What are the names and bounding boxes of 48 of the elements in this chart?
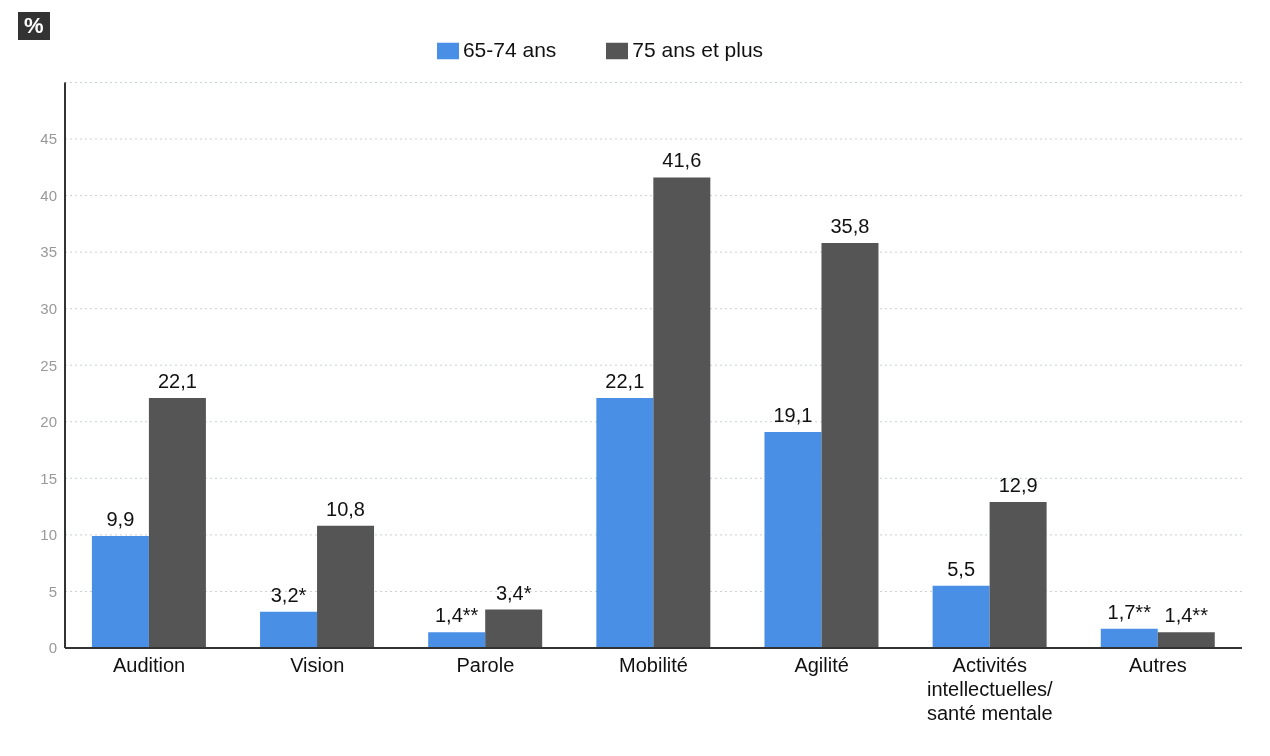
legend-label: 75 ans et plus [632, 38, 764, 61]
bar [91, 536, 149, 648]
data-label: 12,9 [998, 474, 1038, 497]
bar [148, 398, 206, 648]
data-label: 10,8 [326, 497, 366, 520]
y-tick-label: 30 [40, 300, 57, 317]
y-tick-label: 25 [40, 356, 57, 374]
bar [1157, 632, 1215, 648]
data-label: 3,4* [495, 581, 532, 604]
x-tick-label: Agilité [794, 654, 849, 676]
data-label: 22,1 [157, 370, 197, 393]
bar [1100, 628, 1158, 648]
data-label: 19,1 [773, 403, 813, 426]
y-tick-label: 10 [40, 526, 57, 544]
y-tick-label: 35 [40, 243, 57, 261]
bar [989, 502, 1047, 648]
bar [428, 632, 486, 648]
bar [821, 243, 879, 648]
x-tick-label: Activités intellectuelles/ santé mentale [926, 654, 1054, 724]
y-tick-label: 20 [40, 413, 57, 431]
data-label: 22,1 [605, 370, 645, 393]
bar [764, 431, 822, 648]
data-label: 35,8 [830, 215, 870, 238]
data-label: 41,6 [662, 149, 702, 172]
y-tick-label: 40 [40, 186, 57, 204]
bar [932, 585, 990, 648]
bar [317, 525, 375, 648]
legend-label: 65-74 ans [462, 38, 557, 61]
x-tick-label: Vision [290, 654, 345, 676]
data-label: 9,9 [106, 508, 135, 531]
x-tick-label: Parole [456, 654, 515, 676]
bar [653, 177, 711, 648]
data-label: 1,7** [1107, 600, 1152, 623]
data-label: 1,4** [435, 604, 479, 627]
y-tick-label: 15 [40, 469, 57, 487]
data-label: 1,4** [1164, 604, 1209, 627]
y-tick-label: 45 [40, 130, 57, 148]
data-label: 3,2* [270, 583, 307, 606]
y-axis-title: % [18, 12, 50, 40]
x-tick-label: Mobilité [619, 654, 688, 676]
data-label: 5,5 [947, 557, 976, 580]
bar [485, 609, 543, 648]
y-tick-label: 5 [48, 582, 57, 600]
bar [260, 611, 318, 648]
y-tick-label: 0 [48, 639, 57, 657]
x-tick-label: Autres [1129, 654, 1187, 676]
bar [596, 398, 654, 648]
x-tick-label: Audition [112, 654, 186, 676]
